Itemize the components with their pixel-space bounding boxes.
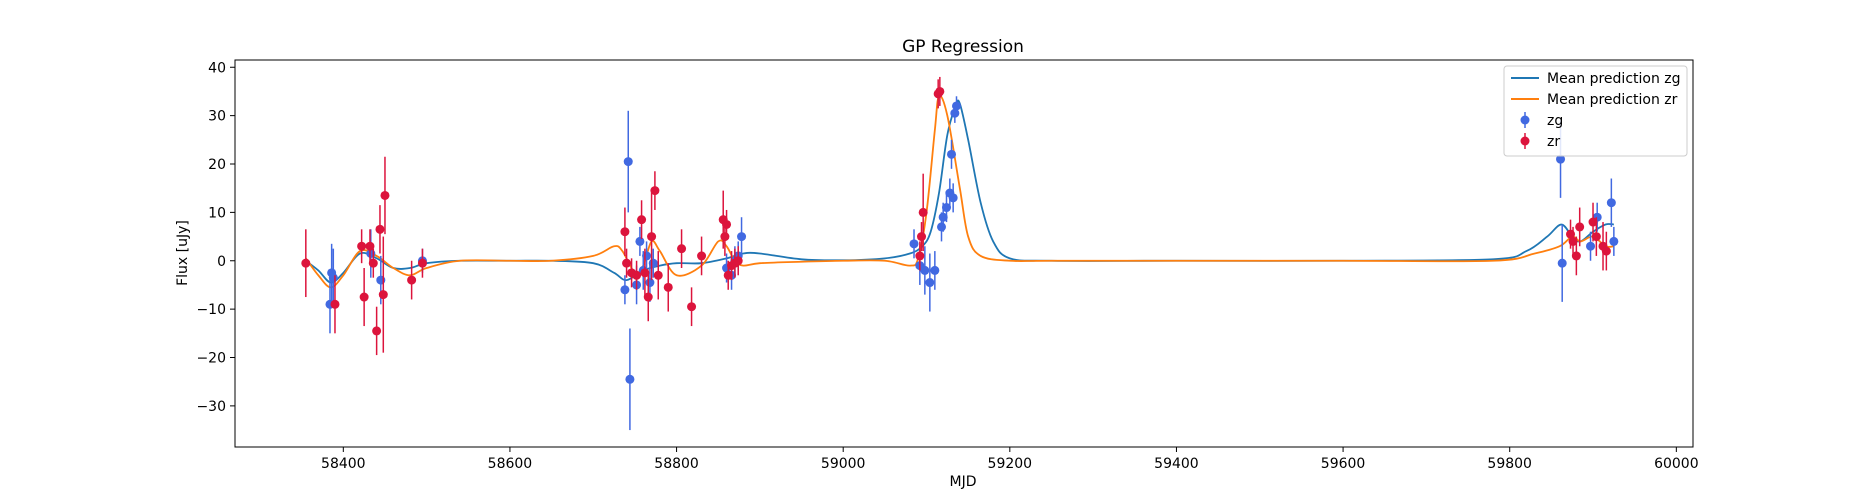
y-tick-label: 0 — [217, 254, 226, 270]
x-tick-label: 58800 — [654, 456, 699, 472]
data-point-zr — [1591, 232, 1601, 242]
data-point-zr — [640, 268, 650, 278]
data-point-zg — [642, 251, 652, 261]
data-point-zg — [947, 149, 957, 159]
data-point-zr — [917, 232, 927, 242]
data-point-zr — [1588, 217, 1598, 227]
data-point-zr — [1601, 246, 1611, 256]
data-point-zr — [380, 190, 390, 200]
data-point-zr — [1571, 251, 1581, 261]
data-point-zr — [622, 258, 632, 268]
x-tick-label: 59400 — [1154, 456, 1199, 472]
data-point-zg — [328, 273, 338, 283]
data-point-zg — [648, 258, 658, 268]
data-point-zg — [938, 212, 948, 222]
data-point-zg — [625, 374, 635, 384]
legend-box — [1503, 65, 1688, 157]
data-point-zg — [1609, 236, 1619, 246]
data-point-zr — [935, 86, 945, 96]
data-point-zr — [653, 270, 663, 280]
y-tick-label: 20 — [208, 157, 226, 173]
data-point-zr — [637, 215, 647, 225]
y-tick-label: 40 — [208, 60, 226, 76]
data-point-zg — [909, 239, 919, 249]
data-point-zr — [723, 270, 733, 280]
data-point-zr — [915, 251, 925, 261]
x-tick-label: 59600 — [1321, 456, 1366, 472]
chart-title: GP Regression — [902, 37, 1024, 57]
data-point-zg — [620, 285, 630, 295]
data-point-zr — [697, 251, 707, 261]
legend-zr-line-label: Mean prediction zr — [1547, 92, 1678, 108]
x-tick-label: 60000 — [1654, 456, 1699, 472]
data-point-zr — [647, 232, 657, 242]
data-point-zr — [650, 186, 660, 196]
data-point-zg — [645, 278, 655, 288]
axes-frame — [234, 59, 1694, 448]
data-point-zr — [733, 256, 743, 266]
data-point-zg — [1556, 154, 1566, 164]
x-tick-label: 58600 — [488, 456, 533, 472]
y-tick-label: 30 — [208, 109, 226, 125]
data-point-zr — [632, 270, 642, 280]
y-tick-label: 10 — [208, 205, 226, 221]
data-point-zr — [620, 227, 630, 237]
data-point-zr — [663, 282, 673, 292]
data-point-zr — [365, 241, 375, 251]
data-point-zg — [1557, 258, 1567, 268]
plot-area — [301, 76, 1619, 431]
legend-zr-point-label: zr — [1547, 134, 1560, 150]
data-point-zr — [918, 207, 928, 217]
data-point-zr — [720, 232, 730, 242]
points-zr — [301, 76, 1611, 356]
data-point-zg — [920, 265, 930, 275]
legend-zg-point-label: zg — [1547, 113, 1563, 129]
data-point-zg — [930, 265, 940, 275]
y-tick-label: −10 — [196, 302, 226, 318]
data-point-zg — [623, 157, 633, 167]
data-point-zr — [368, 258, 378, 268]
data-point-zg — [925, 278, 935, 288]
points-zg — [325, 96, 1619, 431]
data-point-zg — [635, 236, 645, 246]
legend: Mean prediction zg Mean prediction zr zg… — [1503, 65, 1688, 157]
series-line-zr — [305, 94, 1614, 289]
data-point-zg — [952, 101, 962, 111]
x-tick-label: 58400 — [321, 456, 366, 472]
data-point-zr — [359, 292, 369, 302]
data-point-zr — [1575, 222, 1585, 232]
data-point-zg — [1606, 198, 1616, 208]
data-point-zr — [417, 258, 427, 268]
data-point-zr — [1568, 236, 1578, 246]
x-tick-label: 59200 — [988, 456, 1033, 472]
y-tick-label: −30 — [196, 399, 226, 415]
data-point-zr — [677, 244, 687, 254]
y-axis-label: Flux [uJy] — [175, 220, 191, 286]
data-point-zr — [357, 241, 367, 251]
x-tick-label: 59000 — [821, 456, 866, 472]
data-point-zr — [301, 258, 311, 268]
data-point-zr — [722, 219, 732, 229]
x-axis-label: MJD — [950, 474, 977, 490]
data-point-zg — [937, 222, 947, 232]
data-point-zg — [1586, 241, 1596, 251]
data-point-zr — [378, 290, 388, 300]
data-point-zr — [687, 302, 697, 312]
y-tick-label: −20 — [196, 351, 226, 367]
legend-zg-point-swatch — [1520, 112, 1530, 128]
data-point-zr — [407, 275, 417, 285]
data-point-zr — [375, 224, 385, 234]
data-point-zg — [948, 193, 958, 203]
x-axis-ticks: 58400 58600 58800 59000 59200 59400 59600 59800… — [321, 447, 1699, 472]
legend-zg-line-label: Mean prediction zg — [1547, 71, 1681, 87]
y-axis-ticks: −30 −20 −10 0 10 20 30 40 — [196, 60, 235, 415]
data-point-zr — [330, 299, 340, 309]
data-point-zr — [372, 326, 382, 336]
data-point-zg — [737, 232, 747, 242]
x-tick-label: 59800 — [1487, 456, 1532, 472]
data-point-zr — [643, 292, 653, 302]
data-point-zg — [942, 203, 952, 213]
legend-zr-point-swatch — [1520, 133, 1530, 149]
